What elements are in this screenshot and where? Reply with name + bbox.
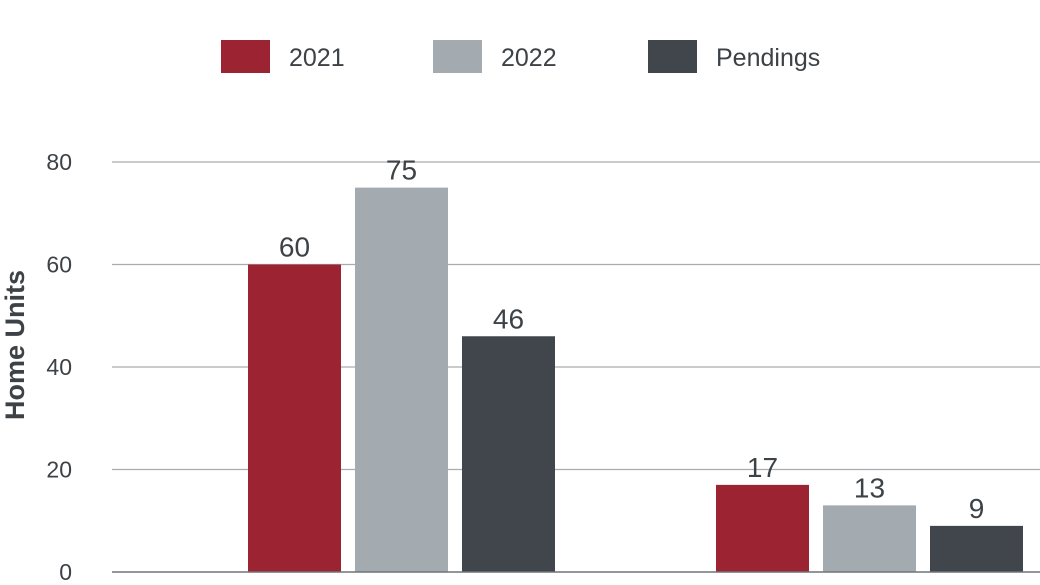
- legend-swatch-2021: [221, 40, 270, 73]
- legend-swatch-pendings: [648, 40, 697, 73]
- y-tick-label: 0: [59, 559, 72, 585]
- data-labels: 60 17 75 13 46 9: [279, 155, 984, 524]
- y-tick-label: 20: [46, 457, 72, 483]
- bar-pendings-1: [462, 336, 555, 572]
- bar-2021-1: [248, 264, 341, 572]
- legend-label-2021: 2021: [289, 44, 345, 72]
- data-label: 46: [493, 303, 524, 334]
- y-tick-label: 80: [46, 149, 72, 175]
- bar-2022-1: [355, 187, 448, 572]
- legend-swatch-2022: [433, 40, 482, 73]
- bar-2021-2: [716, 484, 809, 572]
- y-axis-ticks: 0 20 40 60 80: [46, 149, 72, 585]
- data-label: 75: [386, 155, 417, 186]
- legend: 2021 2022 Pendings: [221, 40, 820, 73]
- data-label: 13: [854, 472, 885, 503]
- y-tick-label: 40: [46, 354, 72, 380]
- legend-label-2022: 2022: [501, 44, 557, 72]
- data-label: 9: [969, 493, 985, 524]
- data-label: 17: [747, 452, 778, 483]
- legend-label-pendings: Pendings: [716, 44, 820, 72]
- data-label: 60: [279, 232, 310, 263]
- bars: [248, 187, 1023, 572]
- bar-2022-2: [823, 505, 916, 572]
- y-tick-label: 60: [46, 252, 72, 278]
- y-axis-title: Home Units: [0, 270, 30, 420]
- bar-pendings-2: [930, 525, 1023, 572]
